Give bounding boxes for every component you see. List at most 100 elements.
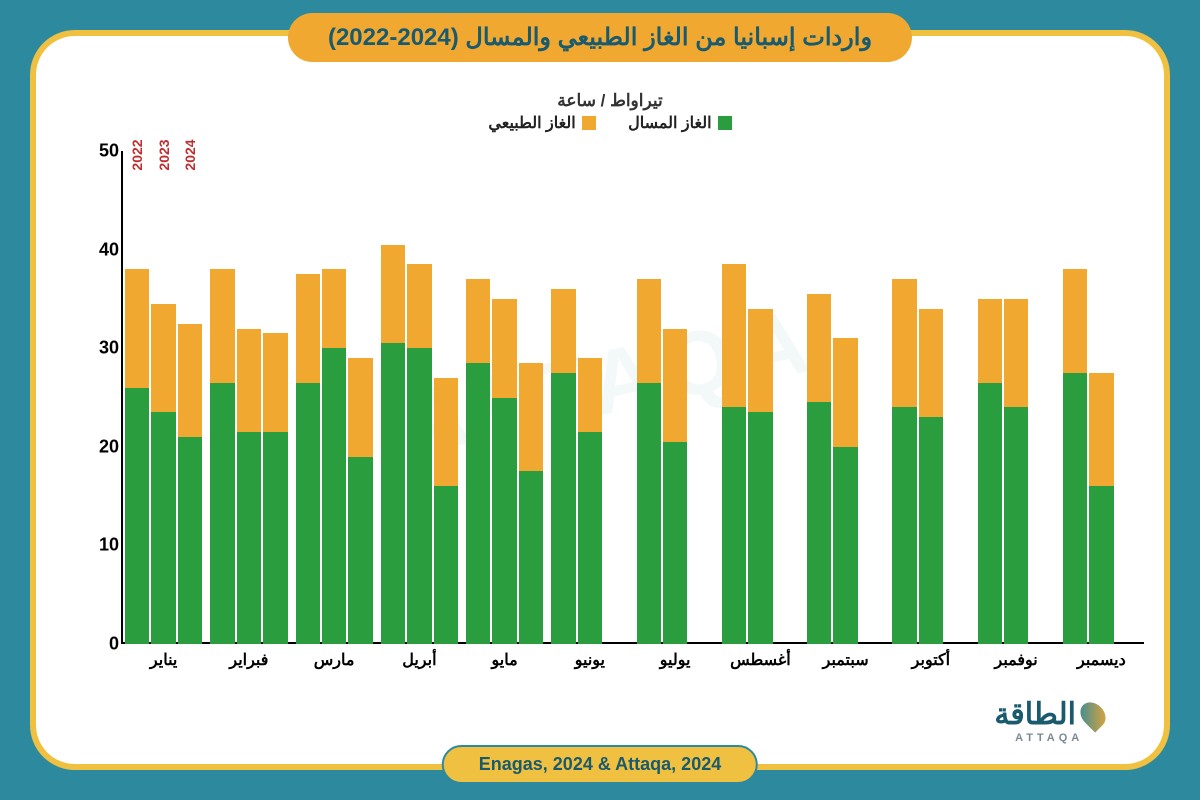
ytick-0: 0 [109,634,119,655]
bar-9-1 [919,151,943,644]
seg-nat [322,269,346,348]
seg-nat [1004,299,1028,407]
seg-nat [663,329,687,442]
seg-lng [637,383,661,644]
seg-nat [125,269,149,387]
y-axis: 01020304050 [83,151,121,644]
unit-label: تيراواط / ساعة [76,91,1144,111]
bar-1-2 [263,151,287,644]
bar-5-2 [604,151,628,644]
seg-nat [210,269,234,382]
legend-natural-label: الغاز الطبيعي [488,113,575,133]
seg-nat [919,309,943,417]
month-0: 202220232024يناير [121,151,206,644]
year-tag-2022: 2022 [129,139,145,170]
month-6: يوليو [633,151,718,644]
bar-9-0 [892,151,916,644]
month-5: يونيو [547,151,632,644]
month-9: أكتوبر [888,151,973,644]
month-label-4: مايو [462,650,547,670]
seg-lng [748,412,772,644]
seg-lng [807,402,831,644]
month-4: مايو [462,151,547,644]
seg-lng [978,383,1002,644]
seg-nat [519,363,543,471]
bar-11-0 [1063,151,1087,644]
month-label-8: سبتمبر [803,650,888,670]
legend-lng: الغاز المسال [628,113,731,133]
bar-4-2 [519,151,543,644]
legend: الغاز المسال الغاز الطبيعي [76,113,1144,135]
bar-10-1 [1004,151,1028,644]
seg-lng [551,373,575,644]
seg-lng [919,417,943,644]
month-label-6: يوليو [633,650,718,670]
chart-title: واردات إسبانيا من الغاز الطبيعي والمسال … [288,13,912,62]
ytick-10: 10 [99,535,119,556]
bar-7-0 [722,151,746,644]
seg-nat [407,264,431,348]
month-label-10: نوفمبر [974,650,1059,670]
bar-8-1 [833,151,857,644]
month-label-3: أبريل [377,650,462,670]
seg-nat [434,378,458,486]
seg-nat [296,274,320,382]
source-label: Enagas, 2024 & Attaqa, 2024 [442,745,758,784]
month-label-2: مارس [292,650,377,670]
seg-nat [151,304,175,412]
bar-7-2 [775,151,799,644]
month-11: ديسمبر [1059,151,1144,644]
bar-10-2 [1030,151,1054,644]
month-label-7: أغسطس [718,650,803,670]
bar-11-2 [1116,151,1140,644]
seg-nat [637,279,661,383]
bar-9-2 [945,151,969,644]
swatch-natural [582,116,596,130]
ytick-20: 20 [99,436,119,457]
bar-2-0 [296,151,320,644]
month-label-5: يونيو [547,650,632,670]
ytick-50: 50 [99,141,119,162]
seg-nat [748,309,772,413]
seg-lng [125,388,149,644]
seg-nat [237,329,261,433]
month-8: سبتمبر [803,151,888,644]
month-7: أغسطس [718,151,803,644]
seg-nat [492,299,516,398]
seg-lng [492,398,516,645]
seg-lng [833,447,857,644]
logo-arabic: الطاقة [994,697,1104,732]
seg-lng [663,442,687,644]
seg-nat [807,294,831,402]
seg-lng [892,407,916,644]
month-label-1: فبراير [206,650,291,670]
swatch-lng [718,116,732,130]
seg-lng [322,348,346,644]
seg-nat [551,289,575,373]
bar-11-1 [1089,151,1113,644]
bar-0-0: 2022 [125,151,149,644]
seg-nat [1089,373,1113,486]
month-label-0: يناير [121,650,206,670]
month-label-9: أكتوبر [888,650,973,670]
month-3: أبريل [377,151,462,644]
bar-6-0 [637,151,661,644]
bar-3-1 [407,151,431,644]
legend-natural: الغاز الطبيعي [488,113,595,133]
ytick-30: 30 [99,338,119,359]
seg-lng [348,457,372,644]
month-label-11: ديسمبر [1059,650,1144,670]
seg-nat [892,279,916,407]
bar-3-0 [381,151,405,644]
bar-8-0 [807,151,831,644]
seg-lng [210,383,234,644]
bar-4-1 [492,151,516,644]
month-10: نوفمبر [974,151,1059,644]
seg-nat [381,245,405,344]
seg-nat [722,264,746,407]
seg-nat [1063,269,1087,373]
seg-lng [722,407,746,644]
seg-lng [578,432,602,644]
seg-lng [237,432,261,644]
seg-lng [381,343,405,644]
